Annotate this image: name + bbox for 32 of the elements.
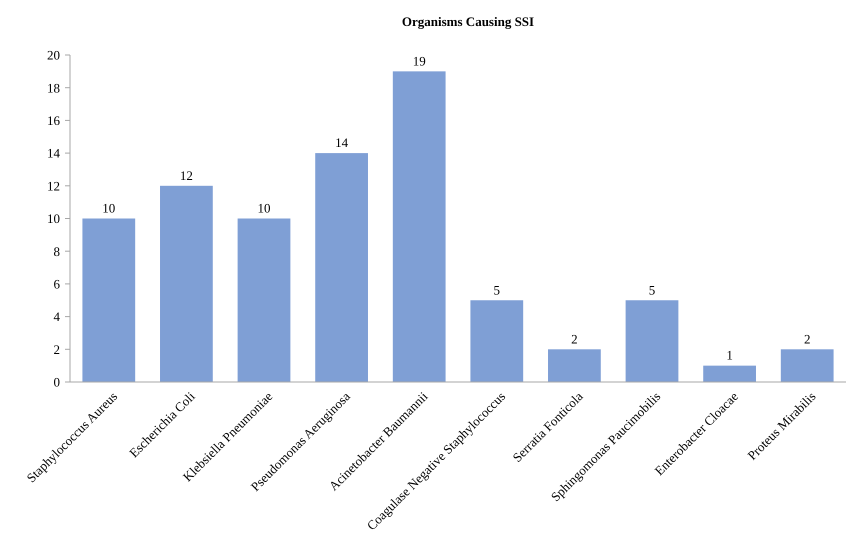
bar <box>626 300 678 382</box>
data-label: 19 <box>412 53 426 68</box>
bar <box>548 349 601 382</box>
data-label: 5 <box>494 282 500 298</box>
y-tick-label: 2 <box>54 342 60 357</box>
bar <box>82 218 136 382</box>
y-tick-label: 0 <box>54 374 60 390</box>
y-tick-label: 4 <box>54 309 60 324</box>
data-label: 14 <box>335 135 349 150</box>
y-tick-label: 20 <box>47 48 60 63</box>
data-label: 12 <box>180 168 193 183</box>
y-tick-label: 16 <box>47 112 60 128</box>
y-tick-label: 18 <box>47 80 60 96</box>
y-tick-label: 6 <box>54 276 60 292</box>
bar <box>780 349 834 382</box>
data-label: 1 <box>726 348 733 363</box>
bar <box>238 218 290 382</box>
data-label: 2 <box>804 331 810 346</box>
bar <box>315 153 368 382</box>
y-tick-label: 10 <box>47 211 60 226</box>
data-label: 10 <box>102 200 116 216</box>
bar <box>470 300 524 382</box>
data-label: 10 <box>258 200 270 216</box>
data-label: 5 <box>648 282 656 298</box>
y-tick-label: 12 <box>47 178 60 194</box>
chart-title: Organisms Causing SSI <box>402 14 534 29</box>
bar <box>160 186 213 382</box>
y-tick-label: 14 <box>47 146 60 161</box>
bar <box>392 71 446 382</box>
data-label: 2 <box>571 331 578 346</box>
bar <box>703 366 756 382</box>
y-tick-label: 8 <box>54 244 60 259</box>
